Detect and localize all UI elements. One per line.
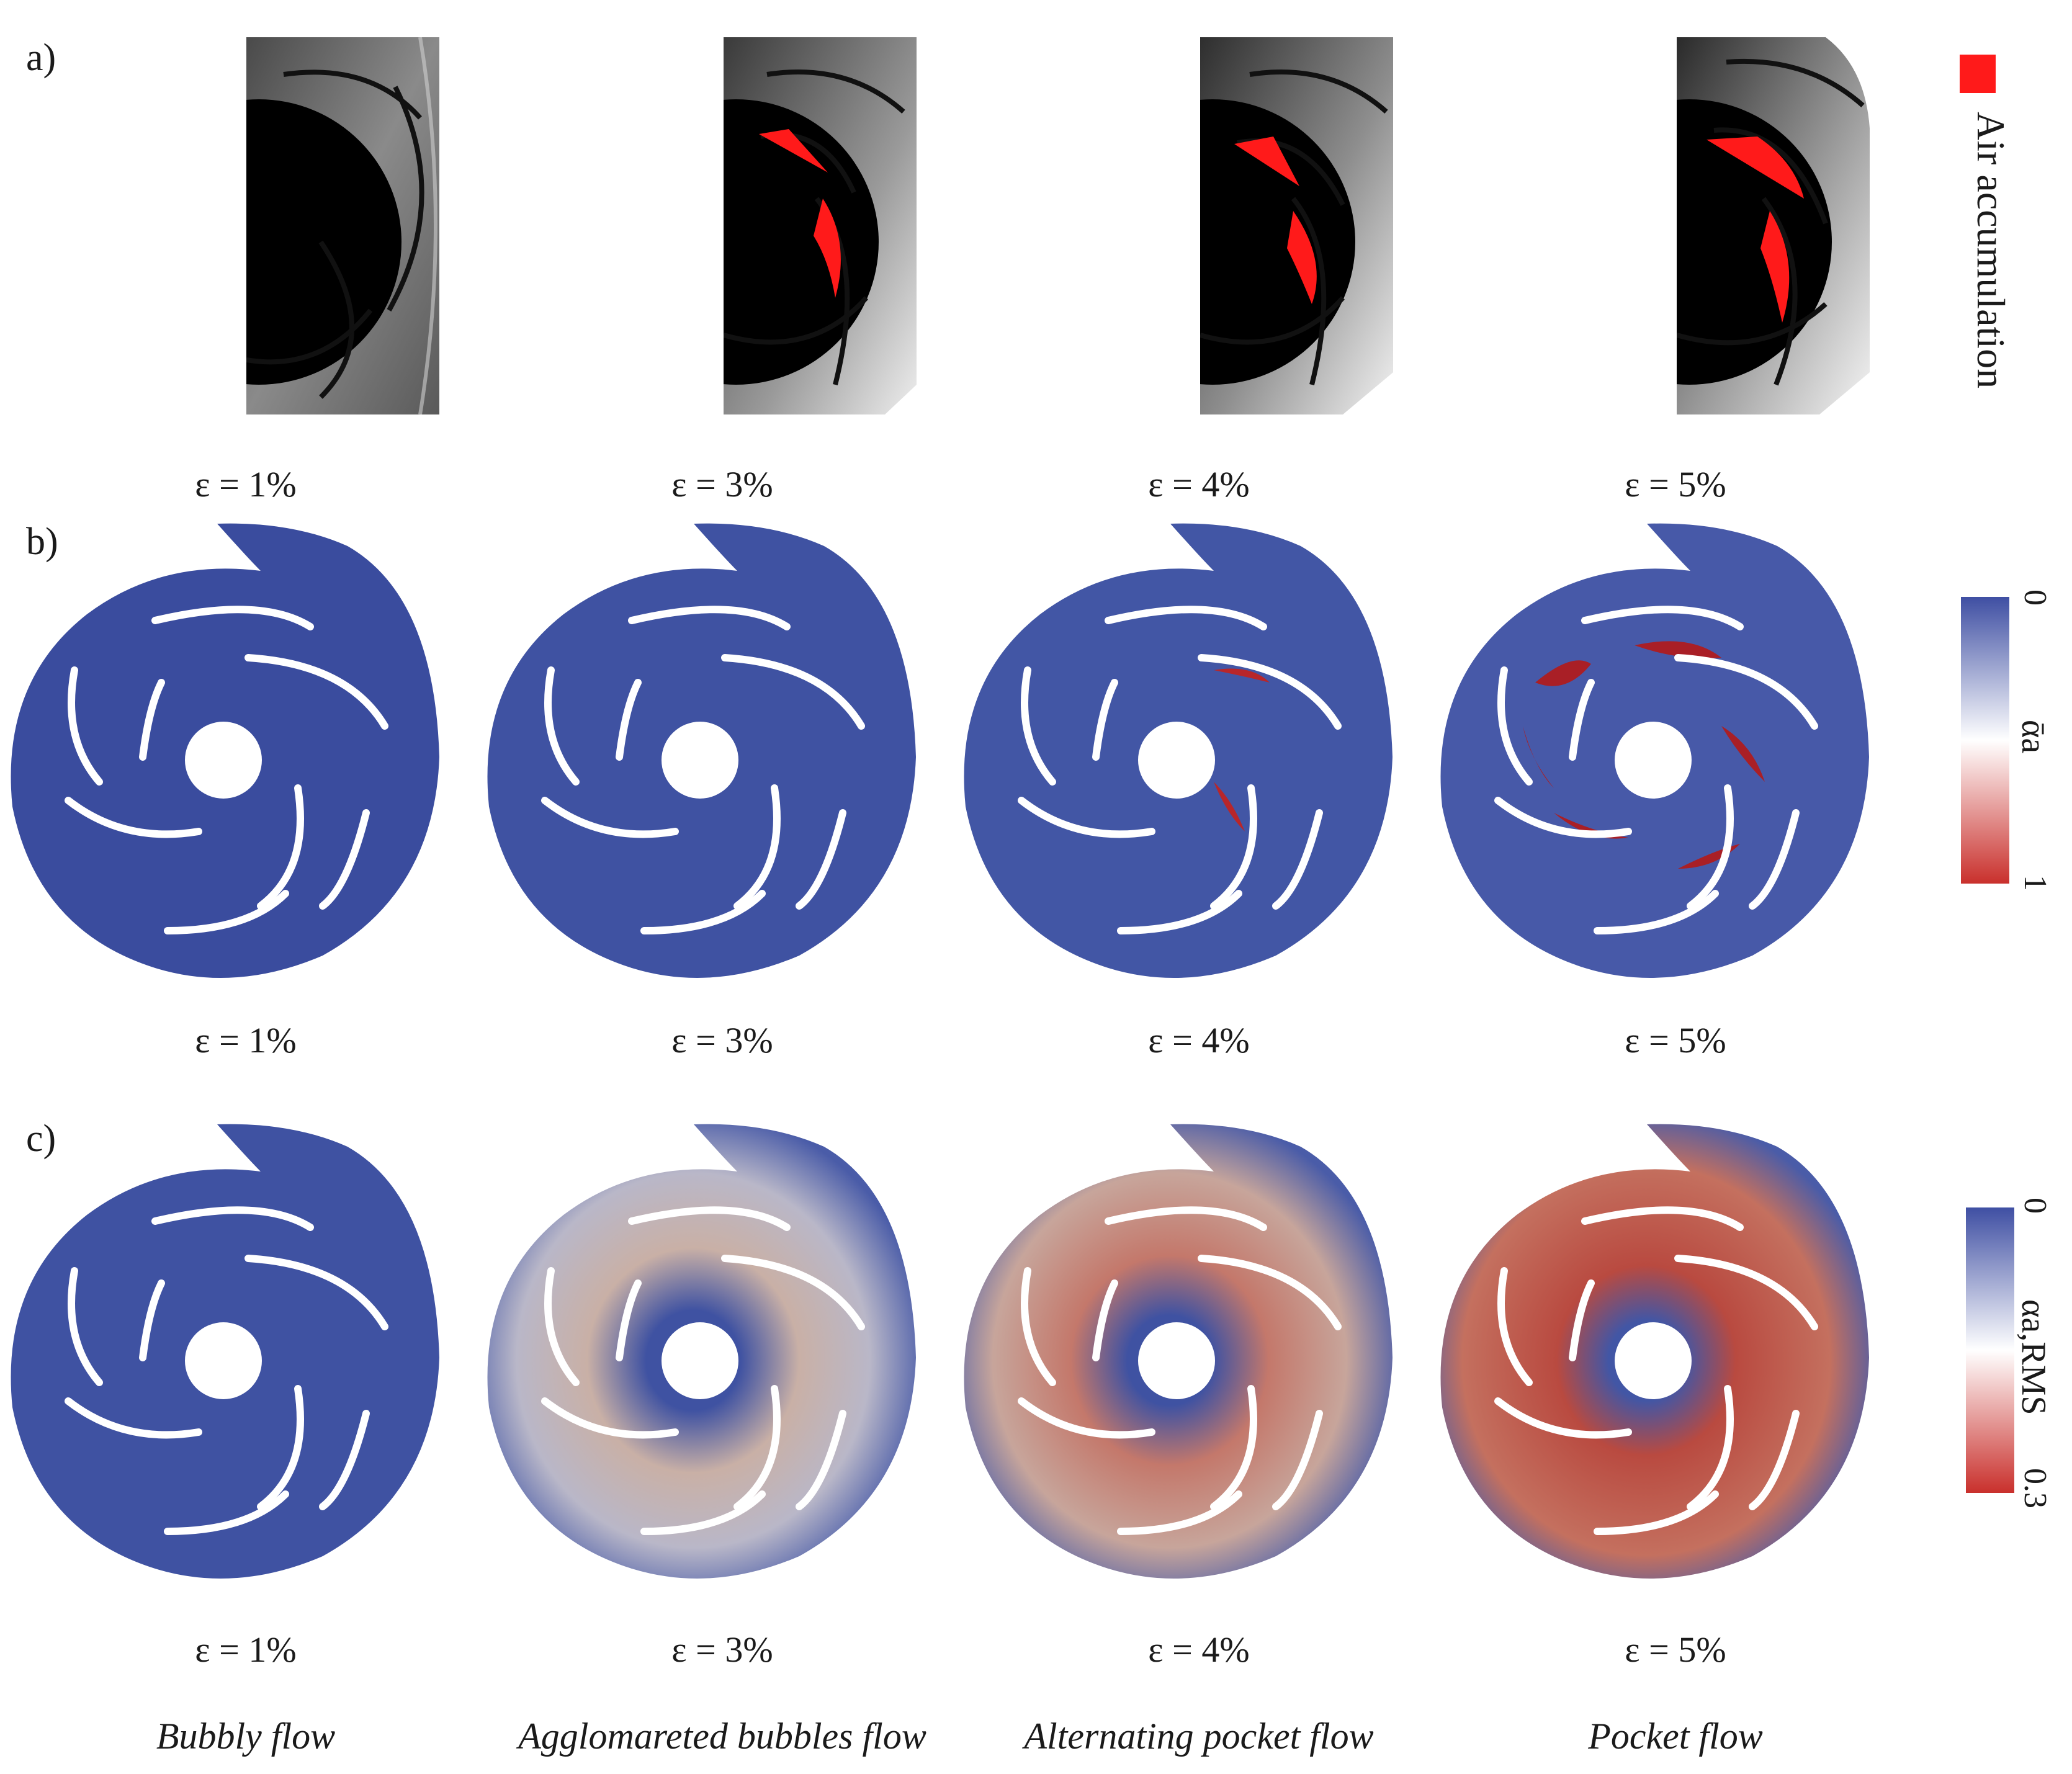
regime-label-agglomerated-bubbles-flow: Agglomareted bubbles flow: [518, 1716, 926, 1757]
rms-air-impeller-2: [477, 1122, 948, 1584]
air-accumulation-legend-swatch: [1960, 55, 1996, 93]
epsilon-label-c-3: ε = 4%: [1148, 1629, 1250, 1670]
epsilon-label-b-3: ε = 4%: [1148, 1020, 1250, 1060]
mean-air-impeller-1: [0, 521, 472, 983]
colorbar-b-symbol: ᾱa: [2014, 720, 2053, 754]
regime-label-bubbly-flow: Bubbly flow: [156, 1716, 336, 1757]
mean-air-impeller-3: [953, 521, 1425, 983]
epsilon-label-c-4: ε = 5%: [1625, 1629, 1726, 1670]
mean-air-impeller-2: [477, 521, 948, 983]
air-accumulation-legend-label: Air accumulation: [1969, 112, 2013, 389]
experimental-photo-5: [1677, 37, 1870, 414]
epsilon-label-a-4: ε = 5%: [1625, 464, 1726, 504]
colorbar-mean-air-fraction: [1961, 597, 2009, 884]
colorbar-b-max-label: 1: [2017, 875, 2053, 891]
experimental-photo-3: [724, 37, 917, 414]
colorbar-c-min-label: 0: [2017, 1198, 2053, 1214]
epsilon-label-a-3: ε = 4%: [1148, 464, 1250, 504]
experimental-photo-1: [246, 37, 439, 414]
epsilon-label-a-1: ε = 1%: [195, 464, 297, 504]
mean-air-impeller-4: [1430, 521, 1901, 983]
epsilon-label-b-1: ε = 1%: [195, 1020, 297, 1060]
epsilon-label-b-4: ε = 5%: [1625, 1020, 1726, 1060]
regime-label-alternating-pocket-flow: Alternating pocket flow: [1024, 1716, 1374, 1757]
rms-air-impeller-1: [0, 1122, 472, 1584]
panel-label-a: a): [26, 37, 56, 79]
epsilon-label-b-2: ε = 3%: [671, 1020, 773, 1060]
epsilon-label-c-1: ε = 1%: [195, 1629, 297, 1670]
rms-air-impeller-4: [1430, 1122, 1901, 1584]
colorbar-c-max-label: 0.3: [2017, 1468, 2053, 1508]
experimental-photo-4: [1200, 37, 1393, 414]
colorbar-rms-air-fraction: [1966, 1207, 2014, 1493]
panel-label-b: b): [26, 521, 58, 563]
regime-label-pocket-flow: Pocket flow: [1588, 1716, 1763, 1757]
air-accumulation-shape: [759, 129, 828, 172]
colorbar-c-symbol: αa,RMS: [2014, 1299, 2053, 1415]
rms-air-impeller-3: [953, 1122, 1425, 1584]
panel-label-c: c): [26, 1118, 56, 1160]
epsilon-label-a-2: ε = 3%: [671, 464, 773, 504]
epsilon-label-c-2: ε = 3%: [671, 1629, 773, 1670]
colorbar-b-min-label: 0: [2017, 589, 2053, 606]
